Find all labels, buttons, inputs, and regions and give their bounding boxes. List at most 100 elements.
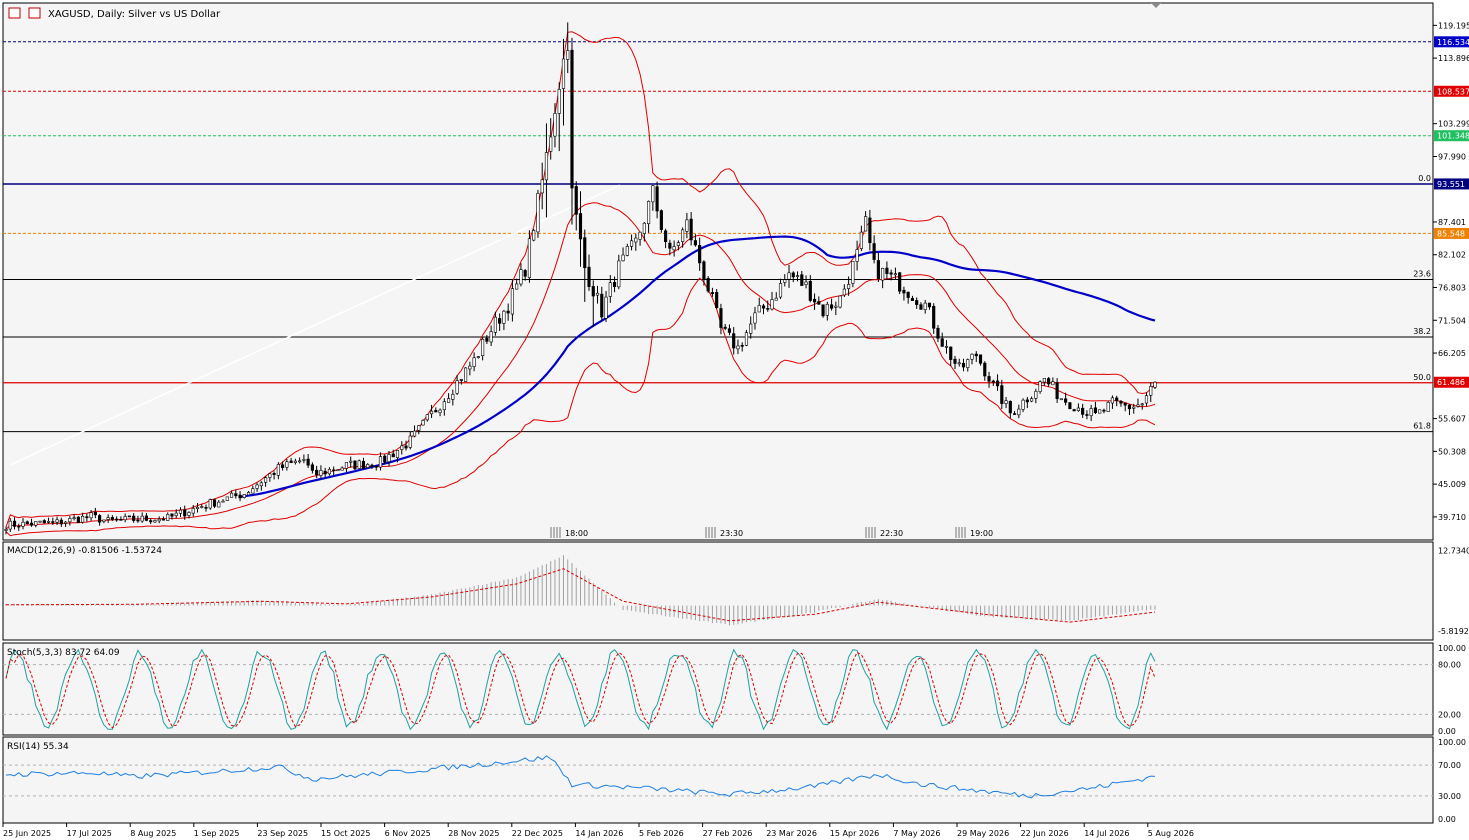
- candle-body[interactable]: [1047, 378, 1051, 385]
- candle-body[interactable]: [587, 266, 591, 288]
- candle-body[interactable]: [119, 519, 123, 521]
- candle-body[interactable]: [902, 289, 906, 294]
- candle-body[interactable]: [1149, 386, 1153, 396]
- candle-body[interactable]: [1042, 377, 1046, 383]
- candle-body[interactable]: [715, 292, 719, 309]
- candle-body[interactable]: [583, 237, 587, 269]
- candle-body[interactable]: [604, 296, 608, 319]
- candle-body[interactable]: [898, 272, 902, 292]
- candle-body[interactable]: [1012, 413, 1017, 415]
- candle-body[interactable]: [842, 288, 846, 296]
- candle-body[interactable]: [395, 450, 400, 458]
- candle-body[interactable]: [889, 272, 893, 275]
- candle-body[interactable]: [834, 305, 838, 308]
- candle-body[interactable]: [417, 425, 421, 431]
- candle-body[interactable]: [12, 520, 17, 527]
- candle-body[interactable]: [774, 297, 778, 301]
- candle-body[interactable]: [927, 302, 932, 308]
- candle-body[interactable]: [442, 401, 446, 410]
- chart-icon[interactable]: [28, 7, 41, 19]
- rsi-panel[interactable]: RSI(14) 55.34 100.00 70.00 30.00 0.00: [2, 736, 1466, 824]
- candle-body[interactable]: [21, 521, 25, 527]
- candle-body[interactable]: [885, 267, 889, 275]
- candle-body[interactable]: [1030, 398, 1034, 402]
- candle-body[interactable]: [1072, 409, 1076, 412]
- candle-body[interactable]: [808, 280, 812, 301]
- candle-body[interactable]: [361, 460, 366, 469]
- candle-body[interactable]: [400, 445, 404, 450]
- candle-body[interactable]: [285, 461, 289, 468]
- candle-body[interactable]: [178, 509, 183, 514]
- candle-body[interactable]: [264, 477, 268, 483]
- candle-body[interactable]: [783, 279, 787, 283]
- candle-body[interactable]: [561, 58, 566, 89]
- candle-body[interactable]: [727, 328, 732, 333]
- candle-body[interactable]: [425, 414, 429, 421]
- candle-body[interactable]: [698, 245, 702, 264]
- candle-body[interactable]: [55, 519, 59, 523]
- candle-body[interactable]: [434, 410, 438, 413]
- candle-body[interactable]: [68, 518, 72, 523]
- candle-body[interactable]: [310, 464, 314, 471]
- candle-body[interactable]: [617, 260, 621, 288]
- candle-body[interactable]: [1004, 400, 1008, 404]
- candle-body[interactable]: [59, 519, 63, 525]
- candle-body[interactable]: [225, 496, 229, 501]
- candle-body[interactable]: [544, 152, 549, 181]
- candle-body[interactable]: [476, 356, 480, 358]
- candle-body[interactable]: [459, 379, 463, 381]
- candle-body[interactable]: [140, 515, 144, 522]
- candle-body[interactable]: [906, 291, 910, 298]
- candle-body[interactable]: [166, 514, 170, 521]
- candle-body[interactable]: [451, 393, 455, 400]
- candle-body[interactable]: [336, 469, 340, 472]
- candle-body[interactable]: [1089, 408, 1093, 417]
- candle-body[interactable]: [472, 357, 476, 367]
- candle-body[interactable]: [953, 358, 957, 364]
- candle-body[interactable]: [195, 507, 200, 509]
- candle-body[interactable]: [830, 304, 834, 309]
- candle-body[interactable]: [893, 273, 897, 276]
- candle-body[interactable]: [634, 237, 638, 243]
- candle-body[interactable]: [144, 515, 149, 521]
- candle-body[interactable]: [753, 312, 757, 324]
- candle-body[interactable]: [174, 512, 178, 516]
- candle-body[interactable]: [638, 231, 642, 240]
- candle-body[interactable]: [17, 525, 21, 528]
- candle-body[interactable]: [629, 240, 634, 247]
- candle-body[interactable]: [489, 331, 493, 343]
- candle-body[interactable]: [1110, 397, 1115, 404]
- candle-body[interactable]: [761, 305, 766, 309]
- candle-body[interactable]: [859, 231, 863, 249]
- candle-body[interactable]: [64, 521, 68, 524]
- candle-body[interactable]: [272, 473, 276, 475]
- candle-body[interactable]: [821, 304, 825, 317]
- scroll-marker-icon[interactable]: [1151, 3, 1161, 8]
- candle-body[interactable]: [246, 492, 251, 496]
- candle-body[interactable]: [81, 515, 85, 523]
- candle-body[interactable]: [38, 520, 42, 523]
- candle-body[interactable]: [289, 460, 293, 463]
- candle-body[interactable]: [1115, 397, 1119, 401]
- candle-body[interactable]: [370, 464, 374, 467]
- candle-body[interactable]: [591, 286, 595, 297]
- candle-body[interactable]: [570, 49, 574, 189]
- candle-body[interactable]: [298, 460, 302, 463]
- candle-body[interactable]: [940, 338, 944, 347]
- candle-body[interactable]: [574, 186, 578, 215]
- candle-body[interactable]: [523, 270, 527, 277]
- stoch-panel[interactable]: Stoch(5,3,3) 83.72 64.09 100.00 80.00 20.0…: [2, 642, 1466, 736]
- candle-body[interactable]: [532, 230, 536, 241]
- candle-body[interactable]: [217, 501, 221, 508]
- candle-body[interactable]: [242, 494, 246, 498]
- candle-body[interactable]: [676, 242, 680, 246]
- candle-body[interactable]: [319, 470, 323, 476]
- candle-body[interactable]: [957, 362, 961, 365]
- candle-body[interactable]: [493, 316, 497, 333]
- candle-body[interactable]: [1098, 409, 1102, 414]
- candle-body[interactable]: [340, 467, 344, 471]
- candle-body[interactable]: [519, 269, 523, 285]
- candle-body[interactable]: [1017, 408, 1021, 416]
- candle-body[interactable]: [706, 278, 710, 292]
- candle-body[interactable]: [612, 281, 617, 287]
